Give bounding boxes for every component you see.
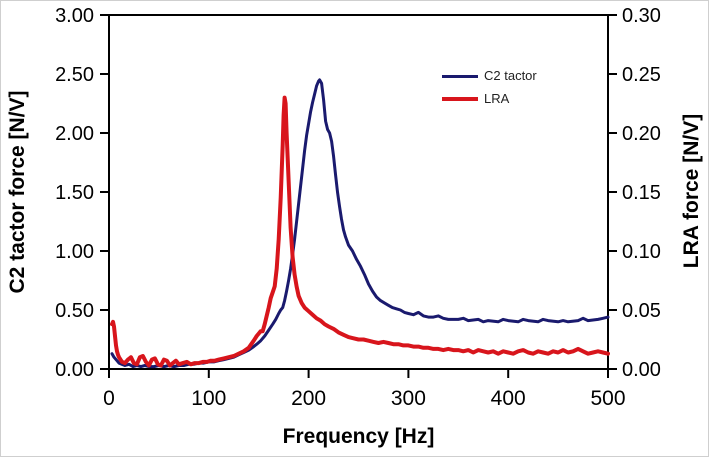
y-left-tick-label: 0.50 (55, 300, 94, 322)
legend-label-lra: LRA (484, 91, 510, 106)
y-axis-right-title: LRA force [N/V] (680, 113, 703, 269)
lra-line-swatch (442, 97, 478, 101)
x-tick-label: 200 (291, 387, 326, 410)
y-right-tick-label: 0.15 (622, 182, 661, 204)
y-right-tick-label: 0.20 (622, 123, 661, 145)
x-axis-title: Frequency [Hz] (282, 425, 435, 448)
y-left-tick-label: 3.00 (55, 5, 94, 27)
y-left-tick-label: 0.00 (55, 359, 94, 381)
x-tick-label: 0 (103, 387, 115, 410)
y-axis-left-title: C2 tactor force [N/V] (6, 90, 29, 294)
x-tick-label: 500 (590, 387, 625, 410)
c2-tactor-line-swatch (442, 74, 478, 78)
y-right-tick-label: 0.30 (622, 5, 661, 27)
x-tick-label: 100 (191, 387, 226, 410)
legend-item-lra: LRA (442, 91, 537, 107)
y-right-tick-label: 0.05 (622, 300, 661, 322)
legend-label-c2-tactor: C2 tactor (484, 68, 537, 83)
legend: C2 tactor LRA (442, 68, 537, 107)
y-left-tick-label: 2.00 (55, 123, 94, 145)
y-left-tick-label: 1.00 (55, 241, 94, 263)
legend-item-c2-tactor: C2 tactor (442, 68, 537, 84)
y-left-tick-label: 1.50 (55, 182, 94, 204)
y-right-tick-label: 0.00 (622, 359, 661, 381)
y-right-tick-label: 0.10 (622, 241, 661, 263)
series-line-c2-tactor (110, 78, 610, 369)
y-left-tick-label: 2.50 (55, 64, 94, 86)
y-right-tick-label: 0.25 (622, 64, 661, 86)
series-line-lra (110, 95, 610, 368)
x-tick-label: 300 (391, 387, 426, 410)
x-tick-label: 400 (491, 387, 526, 410)
